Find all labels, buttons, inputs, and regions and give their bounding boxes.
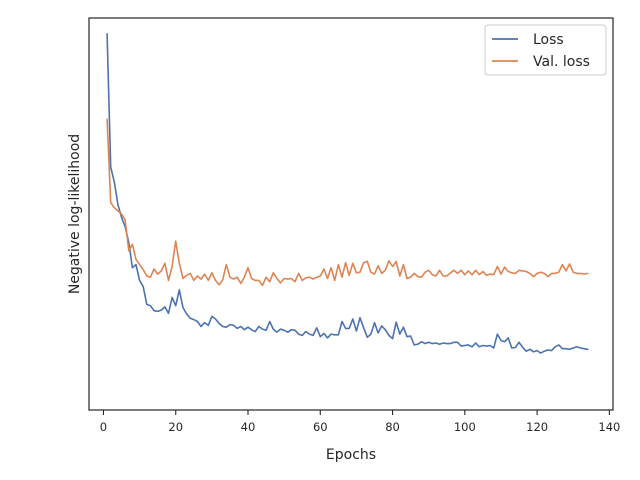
x-axis: 0 20 40 60 80 100 120 140 xyxy=(100,410,620,434)
x-tick-label: 100 xyxy=(454,420,476,434)
x-tick-label: 20 xyxy=(168,420,183,434)
legend: Loss Val. loss xyxy=(484,24,607,76)
x-tick-label: 140 xyxy=(598,420,620,434)
plot-background xyxy=(89,18,613,410)
y-axis-label: Negative log-likelihood xyxy=(67,134,83,294)
x-tick-label: 40 xyxy=(241,420,256,434)
x-tick-label: 80 xyxy=(385,420,400,434)
legend-label-val-loss: Val. loss xyxy=(533,54,590,70)
series-layer xyxy=(106,32,589,354)
x-tick-label: 0 xyxy=(100,420,107,434)
legend-box xyxy=(484,24,607,76)
series-line-loss xyxy=(106,32,589,354)
x-tick-label: 120 xyxy=(526,420,548,434)
x-tick-label: 60 xyxy=(313,420,328,434)
series-line-val-loss xyxy=(106,118,589,287)
plot-area xyxy=(88,17,614,411)
x-axis-label: Epochs xyxy=(326,447,376,463)
plot-frame xyxy=(88,17,614,411)
legend-label-loss: Loss xyxy=(533,32,564,48)
